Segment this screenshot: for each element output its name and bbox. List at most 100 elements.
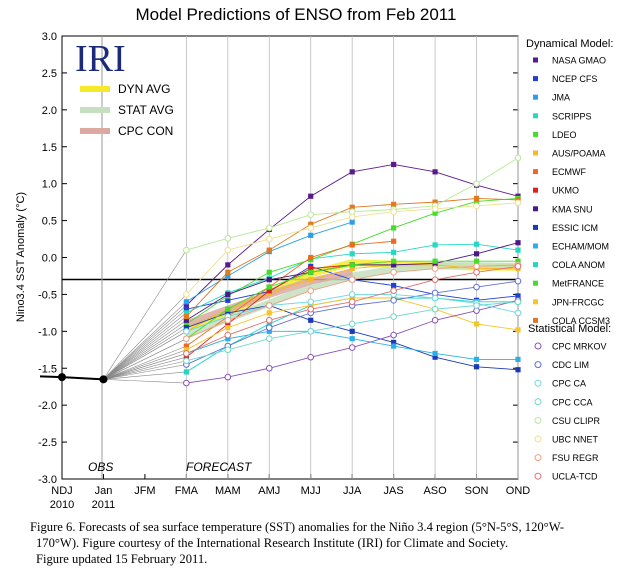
legend-marker: [533, 131, 538, 137]
legend-label: ESSIC ICM: [552, 223, 598, 233]
model-data-point: [225, 291, 231, 298]
x-tick-label: JAS: [384, 485, 404, 497]
model-data-point: [515, 367, 521, 373]
model-data-point: [225, 325, 231, 331]
y-tick-label: -0.5: [38, 289, 57, 301]
model-data-point: [225, 336, 231, 342]
caption-line-2: 170°W). Figure courtesy of the Internati…: [36, 536, 509, 550]
model-data-point: [183, 310, 189, 316]
legend-marker: [533, 76, 538, 82]
model-data-point: [225, 310, 231, 316]
model-data-point: [183, 350, 190, 357]
legend-marker: [534, 472, 542, 480]
model-data-point: [473, 268, 480, 276]
model-data-point: [514, 298, 522, 306]
x-axis: NDJ Jan JFM FMA MAM AMJ MJJ JJA JAS ASO SON OND 2010…: [50, 36, 530, 511]
model-legend: Dynamical Model: NASA GMAO NCEP CFS JMA SCRI…: [526, 38, 613, 482]
guide-line: [103, 305, 187, 380]
legend-marker: [533, 206, 538, 212]
legend-label: LDEO: [552, 130, 577, 140]
y-tick-label: 0.0: [42, 253, 57, 265]
model-data-point: [349, 265, 355, 272]
model-data-point: [265, 324, 273, 331]
x-tick-label: JFM: [134, 485, 155, 497]
y-tick-label: -3.0: [38, 474, 57, 486]
model-data-point: [473, 251, 480, 257]
model-data-point: [308, 254, 314, 261]
model-data-point: [390, 208, 397, 216]
model-data-point: [265, 224, 273, 232]
x-year-label: 2011: [92, 499, 116, 511]
model-data-point: [432, 210, 438, 216]
model-data-point: [473, 302, 480, 309]
model-data-point: [307, 211, 315, 218]
y-tick-label: 1.0: [42, 179, 57, 191]
model-data-point: [183, 343, 189, 349]
model-data-point: [183, 357, 190, 365]
guide-line: [103, 320, 187, 380]
obs-to-forecast-guides: [103, 249, 187, 384]
y-tick-label: -2.5: [38, 437, 57, 449]
legend-label: MetFRANCE: [552, 279, 604, 289]
legend-marker: [533, 299, 538, 305]
legend-marker: [533, 169, 538, 175]
model-data-point: [514, 154, 522, 162]
legend-label: ECMWF: [552, 167, 586, 177]
forecast-series: [183, 154, 522, 387]
y-tick-label: 3.0: [42, 31, 57, 43]
model-data-point: [391, 282, 397, 289]
model-data-point: [183, 369, 189, 375]
model-data-point: [225, 321, 231, 327]
model-data-point: [473, 258, 480, 264]
legend-marker: [533, 187, 538, 193]
guide-line: [103, 331, 187, 380]
model-data-point: [307, 298, 315, 306]
model-data-point: [183, 335, 190, 343]
x-tick-label: ASO: [423, 485, 447, 497]
guide-line: [103, 249, 187, 380]
legend-label: JPN-FRCGC: [552, 297, 604, 307]
observed-series: [39, 373, 108, 384]
legend-label: UCLA-TCD: [552, 472, 598, 482]
y-tick-label: -1.0: [38, 326, 57, 338]
model-data-point: [307, 305, 315, 313]
guide-line: [103, 338, 187, 380]
model-data-point: [432, 242, 438, 248]
model-data-point: [473, 195, 480, 202]
model-data-point: [390, 287, 397, 295]
model-data-point: [183, 317, 189, 323]
x-tick-label: AMJ: [258, 485, 280, 497]
model-data-point: [266, 247, 272, 253]
caption-line-3: Figure updated 15 February 2011.: [36, 552, 208, 566]
x-tick-label: Jan: [95, 485, 113, 497]
model-data-point: [183, 321, 189, 327]
average-legend: DYN AVG STAT AVG CPC CON: [80, 82, 174, 138]
guide-line: [103, 294, 187, 380]
legend-marker: [533, 150, 538, 156]
model-data-point: [308, 221, 314, 227]
legend-label: SCRIPPS: [552, 111, 592, 121]
model-data-point: [473, 241, 480, 247]
model-data-point: [515, 356, 521, 362]
model-data-point: [515, 240, 521, 246]
model-series-line: [186, 240, 394, 347]
legend-marker: [533, 243, 538, 249]
model-data-point: [183, 299, 189, 305]
caption-line-1: Figure 6. Forecasts of sea surface tempe…: [30, 520, 565, 534]
x-tick-label: NDJ: [51, 485, 72, 497]
y-axis-label: Nino3.4 SST Anomaly (°C): [15, 192, 27, 322]
avg-legend-label: CPC CON: [118, 124, 173, 138]
model-data-point: [308, 269, 314, 275]
model-data-point: [266, 288, 272, 294]
model-data-point: [308, 277, 314, 283]
legend-marker: [534, 379, 542, 387]
guide-line: [103, 323, 187, 380]
model-data-point: [348, 298, 356, 306]
legend-label: JMA: [552, 93, 570, 103]
y-tick-label: 1.5: [42, 142, 57, 154]
model-data-point: [349, 262, 355, 268]
legend-label: COLA CCSM3: [552, 316, 610, 326]
legend-label: KMA SNU: [552, 204, 593, 214]
model-data-point: [349, 242, 355, 248]
model-data-point: [266, 269, 272, 275]
